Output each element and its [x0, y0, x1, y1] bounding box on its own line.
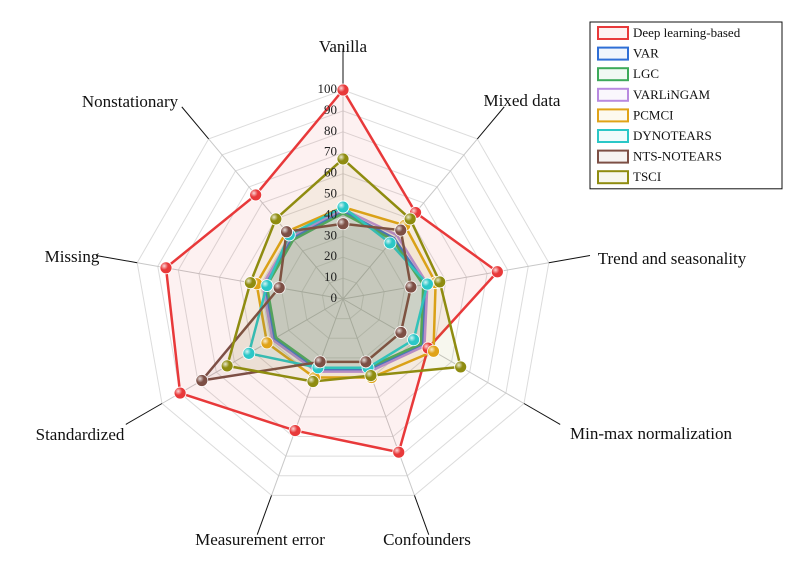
point-shine [394, 326, 407, 339]
spoke [271, 298, 344, 496]
legend-label: TSCI [633, 169, 661, 184]
axis-label: Missing [45, 247, 100, 266]
axis-label: Confounders [383, 530, 471, 549]
point-shine [221, 359, 234, 372]
grid-ring [157, 110, 529, 477]
axis-line [523, 403, 561, 425]
point-shine [337, 84, 349, 96]
r-tick-label: 0 [331, 290, 338, 305]
axis-label: Min-max normalization [570, 424, 732, 443]
point-shine [159, 261, 172, 274]
spoke [342, 298, 415, 496]
series-area [198, 222, 413, 383]
legend-label: PCMCI [633, 107, 673, 122]
series-area [247, 205, 429, 369]
legend-swatch [597, 129, 629, 143]
grid-ring [301, 256, 385, 339]
point-shine [359, 355, 372, 368]
legend-swatch [597, 108, 629, 123]
axis-label: Trend and seasonality [598, 249, 747, 268]
axis-label: Nonstationary [82, 92, 179, 111]
axis-label: Vanilla [319, 37, 368, 56]
point-shine [269, 212, 282, 225]
legend-swatch [597, 149, 629, 164]
point-shine [337, 152, 349, 165]
point-shine [337, 217, 349, 230]
point-shine [273, 281, 286, 294]
axis-line [95, 254, 138, 264]
point-shine [242, 347, 255, 360]
point-shine [427, 345, 440, 358]
grid-ring [136, 89, 550, 496]
r-tick-label: 40 [324, 206, 337, 221]
grid-ring [198, 152, 488, 437]
point-shine [407, 333, 420, 346]
point-shine [433, 275, 446, 288]
point-shine [174, 387, 187, 400]
grid-ring [280, 235, 406, 359]
series-area [164, 87, 500, 454]
axis-line [125, 403, 163, 425]
axis-label: Mixed data [484, 91, 561, 110]
legend-swatch [597, 46, 629, 61]
point-shine [289, 424, 302, 437]
grid-ring [218, 173, 468, 418]
legend-label: VAR [633, 46, 659, 61]
r-tick-label: 10 [324, 269, 337, 284]
r-tick-label: 30 [324, 227, 337, 242]
axis-line [256, 495, 272, 535]
legend-label: VARLiNGAM [633, 87, 710, 102]
legend-label: LGC [633, 66, 659, 81]
point-shine [260, 279, 273, 292]
grid-ring [321, 277, 365, 320]
point-shine [306, 375, 319, 388]
point-shine [404, 212, 417, 225]
point-shine [394, 224, 407, 237]
legend-swatch [597, 67, 629, 82]
point-shine [404, 281, 417, 294]
r-tick-label: 20 [324, 248, 337, 263]
legend-label: NTS-NOTEARS [633, 149, 722, 164]
point-shine [337, 201, 349, 214]
point-shine [392, 446, 405, 459]
legend-box [589, 21, 783, 190]
point-shine [421, 278, 434, 291]
axis-label: Standardized [36, 425, 125, 444]
axis-line [476, 106, 505, 140]
point-shine [280, 225, 293, 238]
r-tick-label: 90 [324, 102, 337, 117]
point-shine [195, 374, 208, 387]
point-shine [244, 276, 257, 289]
axis-line [548, 254, 591, 264]
point-shine [491, 265, 504, 278]
r-tick-label: 50 [324, 185, 337, 200]
point-shine [454, 360, 467, 373]
legend-label: DYNOTEARS [633, 128, 712, 143]
grid-ring [177, 131, 509, 457]
r-tick-label: 80 [324, 123, 337, 138]
axis-label: Measurement error [195, 530, 325, 549]
point-shine [314, 355, 327, 368]
grid-ring [239, 193, 447, 398]
point-shine [260, 336, 273, 349]
legend-swatch [597, 87, 629, 102]
point-shine [384, 236, 397, 249]
r-tick-label: 70 [324, 144, 337, 159]
axis-line [414, 495, 430, 535]
series-area [225, 157, 463, 383]
r-tick-label: 60 [324, 165, 337, 180]
point-shine [364, 369, 377, 382]
point-shine [249, 188, 262, 201]
legend-swatch [597, 26, 629, 40]
legend-swatch [597, 170, 629, 185]
legend-label: Deep learning-based [633, 25, 741, 40]
r-tick-label: 100 [318, 81, 338, 96]
axis-line [181, 106, 210, 140]
